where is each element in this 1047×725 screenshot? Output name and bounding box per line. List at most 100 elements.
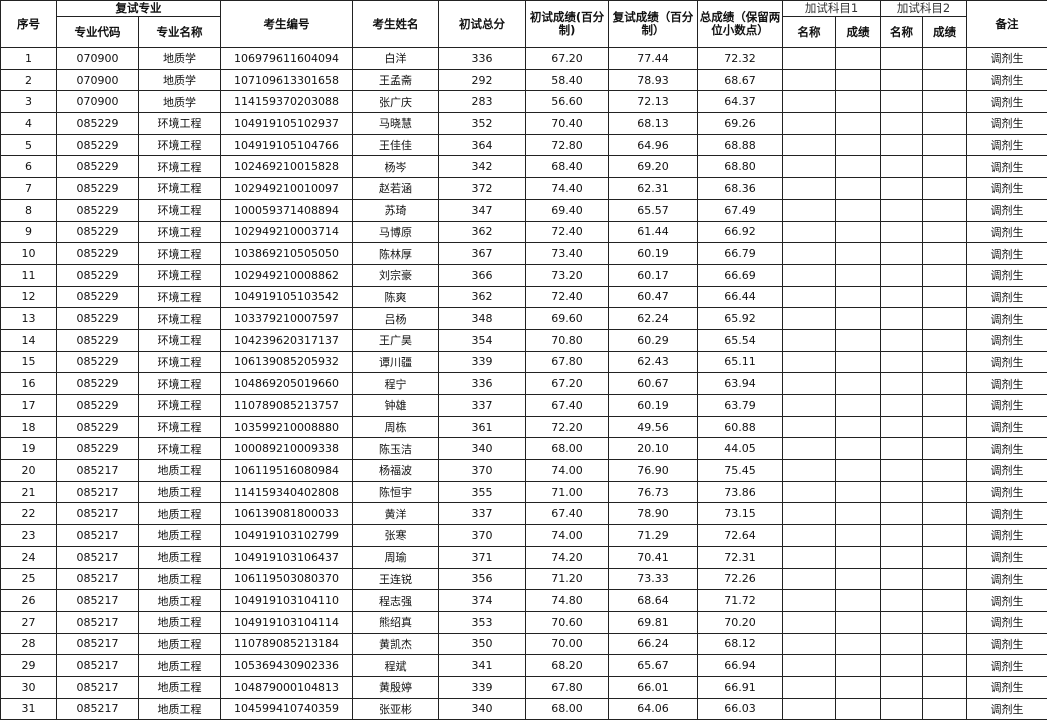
cell-exam-id: 106139085205932 <box>220 350 353 374</box>
cell-exam-id: 106119503080370 <box>220 567 353 591</box>
cell-student-name: 苏琦 <box>352 198 439 222</box>
table-row: 14 085229 环境工程 104239620317137 王广昊 354 70.80 60… <box>0 328 1047 352</box>
cell-initial-total: 367 <box>438 242 526 265</box>
cell-major-code: 085229 <box>56 177 139 200</box>
cell-total-score: 72.26 <box>697 567 783 591</box>
cell-major-code: 085229 <box>56 220 139 244</box>
cell-initial-pct: 71.20 <box>525 567 609 591</box>
cell-student-name: 黄凯杰 <box>352 632 439 656</box>
cell-extra2-name <box>880 524 924 547</box>
cell-initial-total: 361 <box>438 415 526 439</box>
cell-extra1-name <box>782 394 836 417</box>
cell-initial-pct: 68.40 <box>525 155 609 179</box>
table-row: 17 085229 环境工程 110789085213757 钟雄 337 67.40 60.… <box>0 394 1047 417</box>
cell-retest-pct: 70.41 <box>608 545 698 569</box>
cell-initial-total: 336 <box>438 47 526 70</box>
cell-retest-pct: 78.93 <box>608 68 698 92</box>
cell-total-score: 60.88 <box>697 415 783 439</box>
cell-major-code: 070900 <box>56 47 139 70</box>
cell-initial-pct: 70.00 <box>525 632 609 656</box>
cell-exam-id: 104919105102937 <box>220 112 353 135</box>
cell-major-code: 085217 <box>56 697 139 721</box>
cell-student-name: 王佳佳 <box>352 133 439 157</box>
header-major-group: 复试专业 <box>56 0 221 17</box>
cell-major-code: 085229 <box>56 307 139 330</box>
cell-exam-id: 104919105104766 <box>220 133 353 157</box>
cell-extra2-score <box>922 47 968 70</box>
cell-extra1-name <box>782 567 836 591</box>
cell-student-name: 吕杨 <box>352 307 439 330</box>
cell-seq: 21 <box>0 480 57 504</box>
cell-student-name: 周栋 <box>352 415 439 439</box>
cell-extra1-name <box>782 177 836 200</box>
cell-extra1-name <box>782 133 836 157</box>
cell-student-name: 陈爽 <box>352 285 439 309</box>
cell-extra2-score <box>922 242 968 265</box>
cell-initial-pct: 67.40 <box>525 394 609 417</box>
cell-extra1-score <box>834 155 882 179</box>
cell-retest-pct: 65.67 <box>608 654 698 677</box>
cell-remark: 调剂生 <box>966 68 1047 92</box>
cell-total-score: 64.37 <box>697 90 783 114</box>
cell-student-name: 程斌 <box>352 654 439 677</box>
cell-remark: 调剂生 <box>966 177 1047 200</box>
cell-exam-id: 104919103106437 <box>220 545 353 569</box>
cell-extra1-score <box>834 372 882 395</box>
cell-major-code: 085229 <box>56 198 139 222</box>
cell-initial-pct: 73.20 <box>525 263 609 287</box>
cell-seq: 11 <box>0 263 57 287</box>
cell-student-name: 刘宗豪 <box>352 263 439 287</box>
cell-total-score: 68.88 <box>697 133 783 157</box>
cell-major-code: 085229 <box>56 328 139 352</box>
cell-student-name: 黄洋 <box>352 502 439 526</box>
cell-major-name: 环境工程 <box>138 155 221 179</box>
cell-total-score: 66.79 <box>697 242 783 265</box>
cell-extra1-score <box>834 47 882 70</box>
cell-seq: 29 <box>0 654 57 677</box>
cell-extra2-name <box>880 415 924 439</box>
cell-extra2-score <box>922 437 968 461</box>
table-row: 16 085229 环境工程 104869205019660 程宁 336 67.20 60.… <box>0 372 1047 395</box>
cell-remark: 调剂生 <box>966 307 1047 330</box>
cell-major-name: 地质工程 <box>138 654 221 677</box>
cell-major-code: 085229 <box>56 133 139 157</box>
cell-initial-pct: 67.40 <box>525 502 609 526</box>
cell-total-score: 70.20 <box>697 610 783 634</box>
cell-seq: 10 <box>0 242 57 265</box>
cell-student-name: 熊绍真 <box>352 610 439 634</box>
header-extra2: 加试科目2 <box>880 0 968 17</box>
cell-exam-id: 114159370203088 <box>220 90 353 114</box>
cell-exam-id: 105369430902336 <box>220 654 353 677</box>
cell-seq: 20 <box>0 459 57 482</box>
cell-extra2-score <box>922 307 968 330</box>
cell-initial-pct: 72.40 <box>525 220 609 244</box>
cell-extra1-name <box>782 459 836 482</box>
cell-extra1-name <box>782 263 836 287</box>
cell-remark: 调剂生 <box>966 632 1047 656</box>
cell-seq: 28 <box>0 632 57 656</box>
cell-initial-pct: 70.60 <box>525 610 609 634</box>
cell-extra2-name <box>880 328 924 352</box>
cell-total-score: 44.05 <box>697 437 783 461</box>
cell-major-code: 085229 <box>56 372 139 395</box>
cell-remark: 调剂生 <box>966 524 1047 547</box>
cell-exam-id: 104919103104114 <box>220 610 353 634</box>
cell-major-code: 070900 <box>56 68 139 92</box>
header-extra2-score: 成绩 <box>922 16 968 48</box>
cell-retest-pct: 73.33 <box>608 567 698 591</box>
cell-extra1-name <box>782 198 836 222</box>
cell-initial-pct: 67.20 <box>525 47 609 70</box>
cell-extra2-score <box>922 545 968 569</box>
table-row: 2 070900 地质学 107109613301658 王孟斋 292 58.40 78.9… <box>0 68 1047 92</box>
cell-seq: 5 <box>0 133 57 157</box>
cell-retest-pct: 77.44 <box>608 47 698 70</box>
cell-initial-pct: 56.60 <box>525 90 609 114</box>
cell-extra2-score <box>922 589 968 612</box>
cell-extra2-score <box>922 177 968 200</box>
cell-remark: 调剂生 <box>966 415 1047 439</box>
cell-initial-pct: 68.20 <box>525 654 609 677</box>
cell-extra2-name <box>880 437 924 461</box>
cell-extra1-score <box>834 242 882 265</box>
cell-remark: 调剂生 <box>966 328 1047 352</box>
